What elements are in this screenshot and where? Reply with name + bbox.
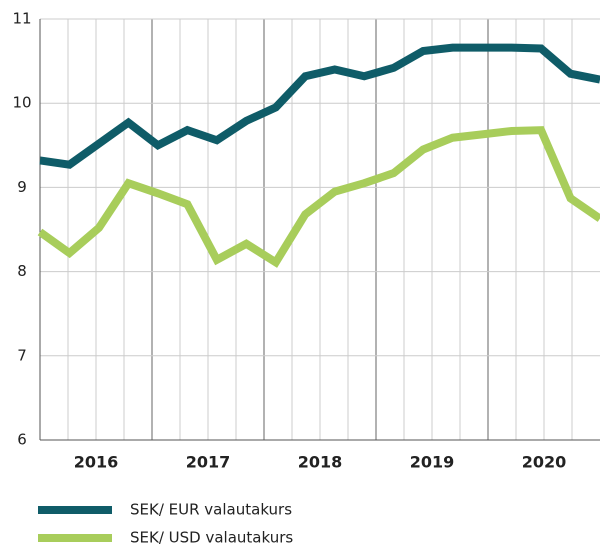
y-tick-label: 8 — [17, 262, 27, 280]
y-tick-label: 7 — [17, 346, 27, 364]
legend-label: SEK/ EUR valautakurs — [130, 501, 292, 519]
line-series — [37, 126, 600, 268]
x-tick-label: 2019 — [410, 453, 455, 472]
x-tick-label: 2017 — [186, 453, 231, 472]
y-tick-label: 10 — [12, 94, 31, 112]
x-tick-label: 2020 — [522, 453, 567, 472]
y-tick-label: 6 — [17, 431, 27, 449]
y-tick-label: 11 — [12, 10, 31, 28]
x-tick-label: 2018 — [298, 453, 343, 472]
x-tick-label: 2016 — [74, 453, 119, 472]
legend-label: SEK/ USD valautakurs — [130, 529, 293, 547]
line-series — [39, 43, 600, 169]
y-tick-label: 9 — [17, 178, 27, 196]
